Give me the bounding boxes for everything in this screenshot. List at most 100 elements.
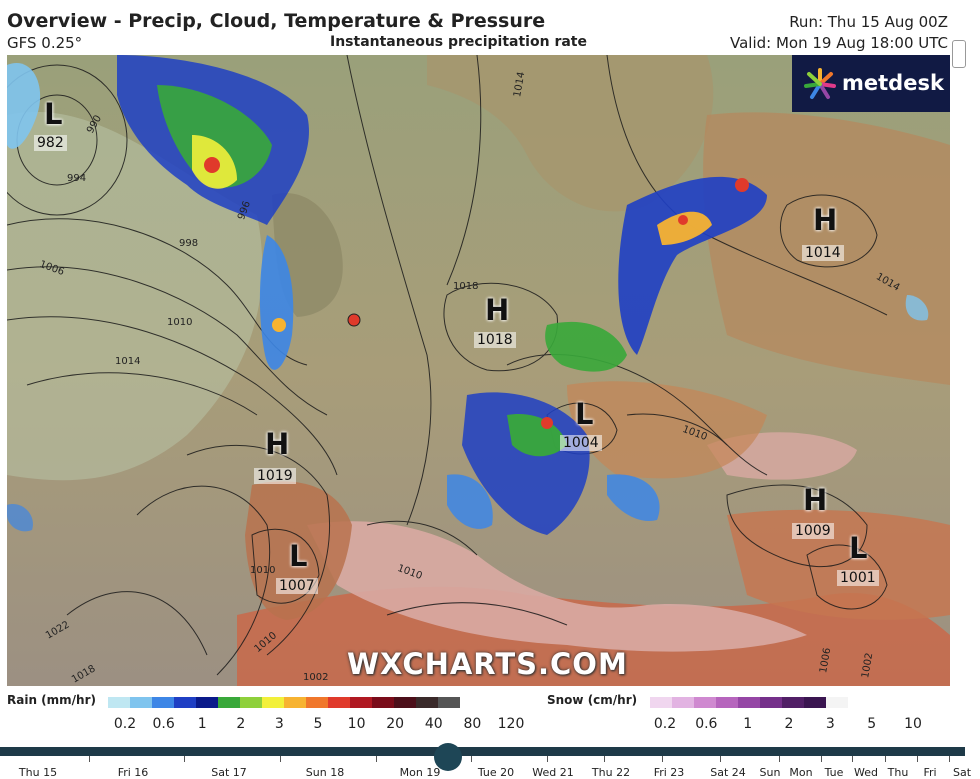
rain-tick-label: 10 xyxy=(347,716,366,732)
legend-swatch xyxy=(218,697,240,708)
timeline-day-label[interactable]: Wed 21 xyxy=(532,766,574,779)
mediterranean-sea xyxy=(307,521,807,652)
legend-swatch xyxy=(848,697,870,708)
pressure-high-value: 1009 xyxy=(792,523,834,539)
timeline-day-label[interactable]: Fri 16 xyxy=(117,766,149,779)
timeline-track[interactable] xyxy=(0,743,965,771)
rain-tick-label: 40 xyxy=(424,716,443,732)
pressure-low-value: 982 xyxy=(34,135,67,151)
rain-tick-label: 1 xyxy=(197,716,207,732)
snow-tick-label: 3 xyxy=(825,716,835,732)
isobar-label: 1010 xyxy=(250,565,276,576)
rain-tick-label: 80 xyxy=(463,716,482,732)
run-time: Run: Thu 15 Aug 00Z xyxy=(789,13,948,31)
isobar-label: 1010 xyxy=(167,317,193,328)
legend-swatch xyxy=(438,697,460,708)
timeline-tick xyxy=(917,756,918,762)
pressure-high-letter: H xyxy=(265,427,290,461)
timeline-day-label[interactable]: Fri xyxy=(923,766,937,779)
timeline-day-label[interactable]: Tue xyxy=(824,766,844,779)
legend-swatch xyxy=(262,697,284,708)
map-background xyxy=(7,55,950,686)
timeline-tick xyxy=(280,756,281,762)
pressure-high-value: 1014 xyxy=(802,245,844,261)
legend-swatch xyxy=(650,697,672,708)
legend-swatch xyxy=(284,697,306,708)
pressure-high-value: 1018 xyxy=(474,332,516,348)
snow-tick-label: 5 xyxy=(867,716,877,732)
snow-color-bar xyxy=(650,697,870,708)
isobar-label: 1002 xyxy=(303,672,329,683)
central-europe-warm xyxy=(567,381,767,479)
legend-swatch xyxy=(394,697,416,708)
timeline-tick xyxy=(89,756,90,762)
timeline-day-label[interactable]: Thu 22 xyxy=(591,766,631,779)
timeline-day-label[interactable]: Thu 15 xyxy=(18,766,58,779)
timeline-tick xyxy=(949,756,950,762)
rain-tick-label: 20 xyxy=(386,716,405,732)
timeline-tick xyxy=(547,756,548,762)
rain-color-bar xyxy=(108,697,460,708)
legend-swatch xyxy=(760,697,782,708)
snow-tick-label: 2 xyxy=(784,716,794,732)
timeline-tick xyxy=(184,756,185,762)
timeline-day-label[interactable]: Sun 18 xyxy=(305,766,345,779)
timeline-day-label[interactable]: Sat 17 xyxy=(211,766,247,779)
pressure-high-letter: H xyxy=(803,483,828,517)
legend-swatch xyxy=(672,697,694,708)
snow-legend-title: Snow (cm/hr) xyxy=(547,693,638,707)
legend-swatch xyxy=(174,697,196,708)
color-legend: Rain (mm/hr) Snow (cm/hr) 0.2 0.6 1 2 3 5 10 20… xyxy=(0,688,980,738)
iberia-heat xyxy=(245,481,352,620)
isobar-label: 994 xyxy=(67,173,87,184)
timeline-tick xyxy=(662,756,663,762)
rain-tick-label: 2 xyxy=(236,716,246,732)
metdesk-logo[interactable]: metdesk xyxy=(792,55,950,112)
pressure-high-letter: H xyxy=(485,293,510,327)
snow-tick-label: 1 xyxy=(743,716,753,732)
timeline-day-label[interactable]: Thu xyxy=(887,766,909,779)
pressure-low-letter: L xyxy=(849,531,868,565)
pressure-low-value: 1007 xyxy=(276,578,318,594)
legend-swatch xyxy=(350,697,372,708)
legend-swatch xyxy=(716,697,738,708)
timeline-day-label[interactable]: Wed xyxy=(854,766,878,779)
timeline-day-label[interactable]: Mon xyxy=(789,766,813,779)
pressure-low-value: 1004 xyxy=(560,435,602,451)
timeline-tick xyxy=(852,756,853,762)
chart-title: Overview - Precip, Cloud, Temperature & … xyxy=(7,10,546,32)
timeline-day-label[interactable]: Mon 19 xyxy=(399,766,441,779)
precipitation-cells xyxy=(7,55,929,535)
pressure-low-letter: L xyxy=(575,397,594,431)
legend-swatch xyxy=(416,697,438,708)
timeline-slider[interactable]: Thu 15 Fri 16 Sat 17 Sun 18 Mon 19 Tue 20 Wed … xyxy=(0,742,980,779)
weather-map[interactable]: metdesk WXCHARTS.COM L 982 H 1018 H 1014… xyxy=(7,55,950,686)
valid-time: Valid: Mon 19 Aug 18:00 UTC xyxy=(729,34,948,52)
page-scrollbar[interactable] xyxy=(952,40,966,68)
scandinavia xyxy=(427,55,714,212)
timeline-day-label[interactable]: Sat xyxy=(952,766,972,779)
legend-swatch xyxy=(738,697,760,708)
location-marker xyxy=(347,313,361,327)
pressure-low-letter: L xyxy=(44,97,63,131)
metdesk-logo-mark xyxy=(804,68,836,99)
snow-tick-label: 10 xyxy=(904,716,922,732)
rain-tick-label: 120 xyxy=(497,716,525,732)
rain-tick-label: 3 xyxy=(274,716,284,732)
isobar-label: 1018 xyxy=(453,281,479,292)
timeline-day-label[interactable]: Tue 20 xyxy=(477,766,515,779)
isobar-label: 998 xyxy=(179,238,199,249)
metdesk-logo-text: metdesk xyxy=(842,71,944,95)
timeline-day-label[interactable]: Sun xyxy=(759,766,781,779)
legend-swatch xyxy=(108,697,130,708)
legend-swatch xyxy=(130,697,152,708)
pressure-high-letter: H xyxy=(813,203,838,237)
timeline-handle[interactable] xyxy=(434,743,463,771)
legend-swatch xyxy=(782,697,804,708)
rain-tick-label: 0.6 xyxy=(152,716,175,732)
timeline-tick xyxy=(885,756,886,762)
legend-swatch xyxy=(152,697,174,708)
legend-swatch xyxy=(804,697,826,708)
timeline-day-label[interactable]: Fri 23 xyxy=(653,766,685,779)
timeline-day-label[interactable]: Sat 24 xyxy=(710,766,746,779)
